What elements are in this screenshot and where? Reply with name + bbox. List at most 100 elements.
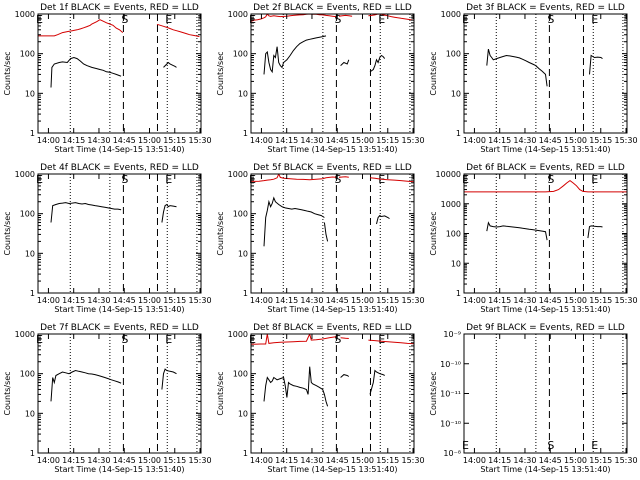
marker-label: E <box>249 13 256 26</box>
y-tick-label: 10⁻⁸ <box>443 449 461 458</box>
x-tick-label: 14:15 <box>488 136 511 145</box>
x-tick-label: 15:15 <box>376 136 399 145</box>
x-tick-label: 14:45 <box>326 136 349 145</box>
y-tick-label: 10 <box>451 259 461 268</box>
plot-area <box>50 202 177 223</box>
y-tick-label: 10000 <box>436 170 461 179</box>
x-tick-label: 14:45 <box>326 296 349 305</box>
marker-label: S <box>121 333 128 346</box>
y-tick-label: 1000 <box>15 330 35 339</box>
marker-label: E <box>591 13 598 26</box>
x-tick-label: 14:30 <box>87 296 110 305</box>
marker-label: S <box>547 439 554 452</box>
x-tick-label: 14:30 <box>513 136 536 145</box>
series-events-line <box>161 368 177 390</box>
x-tick-label: 14:45 <box>539 296 562 305</box>
y-tick-label: 10 <box>238 409 248 418</box>
x-tick-label: 15:00 <box>351 136 374 145</box>
series-events-line <box>263 196 325 247</box>
series-events-line <box>369 369 385 395</box>
series-events-line <box>50 56 122 88</box>
x-axis-label: Start Time (14-Sep-15 13:51:40) <box>480 145 610 154</box>
series-events-line <box>323 222 329 242</box>
x-tick-label: 14:45 <box>539 456 562 465</box>
marker-label: S <box>334 173 341 186</box>
plot-area <box>486 48 603 87</box>
x-tick-label: 14:15 <box>275 136 298 145</box>
x-tick-label: 15:00 <box>564 296 587 305</box>
x-tick-label: 15:15 <box>589 456 612 465</box>
series-events-line <box>50 202 122 223</box>
y-tick-label: 1 <box>30 129 35 138</box>
x-tick-label: 14:00 <box>37 296 60 305</box>
x-tick-label: 14:15 <box>62 296 85 305</box>
series-lld-line <box>369 177 414 183</box>
x-tick-label: 14:45 <box>539 136 562 145</box>
plot-area <box>50 368 177 402</box>
series-events-line <box>589 54 603 75</box>
x-tick-label: 15:30 <box>188 136 211 145</box>
marker-label: E <box>591 439 598 452</box>
y-tick-label: 1000 <box>228 10 248 19</box>
y-tick-label: 1 <box>243 449 248 458</box>
y-tick-label: 1 <box>30 449 35 458</box>
y-tick-label: 100 <box>20 210 35 219</box>
y-tick-label: 100 <box>20 370 35 379</box>
series-events-line <box>376 214 390 225</box>
x-tick-label: 15:15 <box>163 456 186 465</box>
x-tick-label: 15:30 <box>401 136 424 145</box>
series-events-line <box>587 225 603 239</box>
y-axis-label: Counts/sec <box>429 211 438 255</box>
x-tick-label: 14:15 <box>275 456 298 465</box>
y-tick-label: 10 <box>25 249 35 258</box>
x-tick-label: 14:15 <box>62 456 85 465</box>
x-tick-label: 15:15 <box>589 296 612 305</box>
x-tick-label: 14:30 <box>300 296 323 305</box>
x-tick-label: 15:30 <box>401 296 424 305</box>
series-events-line <box>163 61 177 68</box>
x-tick-label: 15:15 <box>376 296 399 305</box>
x-tick-label: 14:45 <box>326 456 349 465</box>
marker-label: E <box>462 173 469 186</box>
chart-title: Det 4f BLACK = Events, RED = LLD <box>40 163 199 173</box>
plot-area <box>464 179 627 241</box>
plot-area <box>251 174 414 247</box>
plot-frame <box>463 333 628 454</box>
x-tick-label: 14:30 <box>87 456 110 465</box>
chart-title: Det 6f BLACK = Events, RED = LLD <box>466 163 625 173</box>
y-axis-label: Counts/sec <box>216 51 225 95</box>
x-tick-label: 15:00 <box>138 456 161 465</box>
x-tick-label: 14:15 <box>488 296 511 305</box>
x-tick-label: 14:45 <box>113 296 136 305</box>
x-tick-label: 15:00 <box>351 456 374 465</box>
x-tick-label: 15:15 <box>163 296 186 305</box>
x-tick-label: 15:00 <box>564 456 587 465</box>
series-lld-line <box>38 19 124 37</box>
y-tick-label: 10⁻¹⁰ <box>440 419 461 428</box>
x-tick-label: 14:00 <box>37 456 60 465</box>
series-events-line <box>161 203 177 223</box>
x-tick-label: 14:30 <box>513 296 536 305</box>
x-tick-label: 15:30 <box>188 296 211 305</box>
marker-label: S <box>547 173 554 186</box>
y-tick-label: 1000 <box>441 10 461 19</box>
x-tick-label: 14:45 <box>113 456 136 465</box>
marker-label: S <box>121 173 128 186</box>
y-tick-label: 100 <box>233 50 248 59</box>
y-tick-label: 100 <box>446 230 461 239</box>
x-tick-label: 15:15 <box>376 456 399 465</box>
chart-title: Det 8f BLACK = Events, RED = LLD <box>253 323 412 333</box>
plot-frame <box>250 13 415 134</box>
plot-frame <box>463 13 628 134</box>
marker-label: E <box>36 333 43 346</box>
series-events-line <box>263 366 329 407</box>
x-tick-label: 14:00 <box>463 296 486 305</box>
x-tick-label: 14:00 <box>250 136 273 145</box>
x-tick-label: 14:45 <box>113 136 136 145</box>
plot-frame <box>250 333 415 454</box>
